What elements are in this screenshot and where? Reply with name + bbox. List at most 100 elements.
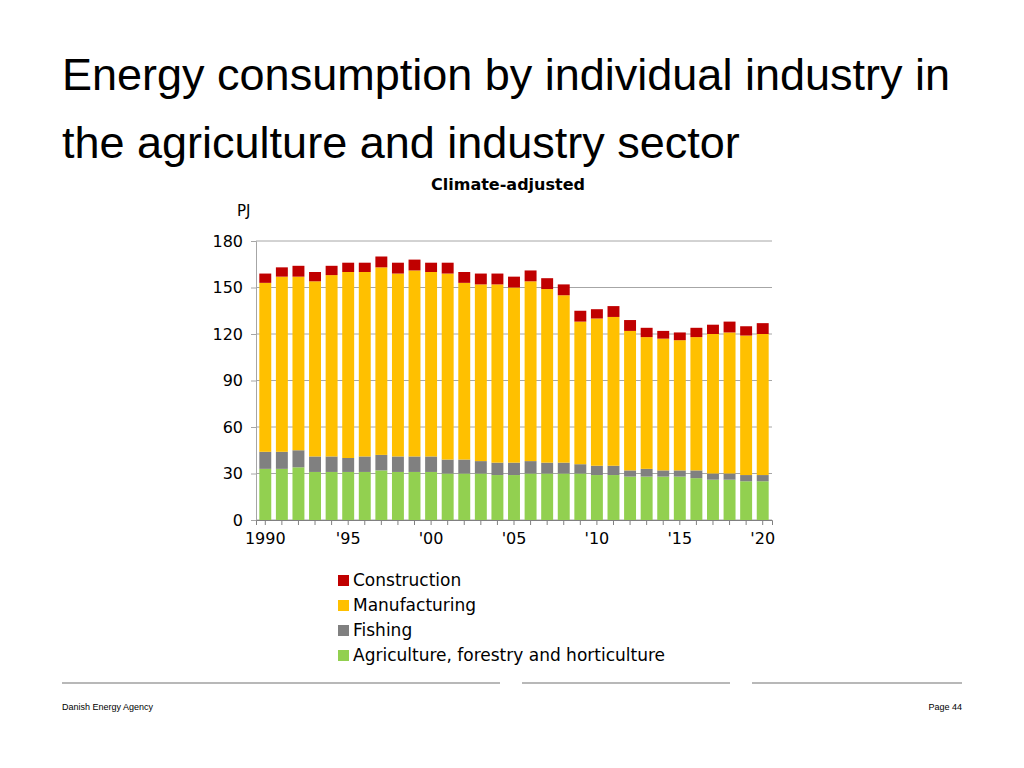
legend-swatch (338, 600, 349, 611)
bar (409, 472, 421, 520)
bar (574, 474, 586, 521)
bar (326, 266, 338, 275)
x-tick-label: '05 (502, 529, 527, 548)
bar (724, 322, 736, 333)
bar (707, 480, 719, 520)
x-tick (580, 520, 581, 525)
bar (574, 464, 586, 473)
y-tick-mark (251, 241, 256, 242)
bar (757, 334, 769, 475)
y-tick-label: 150 (212, 278, 243, 297)
bar (508, 463, 520, 475)
bar (342, 472, 354, 520)
x-tick (281, 520, 282, 525)
bar (690, 470, 702, 478)
bar (740, 475, 752, 481)
x-tick (729, 520, 730, 525)
x-tick (331, 520, 332, 525)
grid-line (256, 241, 772, 242)
series (259, 467, 768, 520)
bar (657, 477, 669, 520)
bar (442, 263, 454, 274)
bar (591, 319, 603, 466)
bar (392, 263, 404, 274)
bar (608, 306, 620, 317)
bar (292, 450, 304, 467)
bar (724, 480, 736, 520)
x-tick (315, 520, 316, 525)
x-tick-mark (265, 520, 266, 525)
bar (541, 289, 553, 463)
x-tick-mark (397, 520, 398, 525)
x-tick (364, 520, 365, 525)
x-tick (663, 520, 664, 525)
y-tick-mark (251, 334, 256, 335)
y-tick: 0 (233, 511, 256, 530)
bar (608, 466, 620, 475)
x-tick-mark (364, 520, 365, 525)
footer-rule (752, 682, 962, 684)
x-tick-label: 1990 (245, 529, 286, 548)
x-tick: '00 (419, 520, 444, 548)
bar (458, 283, 470, 460)
x-tick (381, 520, 382, 525)
bar (425, 472, 437, 520)
bar (359, 272, 371, 456)
bar (276, 469, 288, 520)
bar (707, 325, 719, 334)
bar (392, 456, 404, 472)
x-tick (414, 520, 415, 525)
bar (259, 452, 271, 469)
bar (525, 474, 537, 521)
bar (375, 257, 387, 268)
bar (624, 320, 636, 331)
grid (256, 241, 772, 520)
bar (641, 337, 653, 469)
x-tick-mark (530, 520, 531, 525)
bar (558, 463, 570, 474)
x-tick (464, 520, 465, 525)
y-tick: 150 (212, 278, 256, 297)
bar (757, 481, 769, 520)
x-tick (547, 520, 548, 525)
x-tick-mark (514, 520, 515, 525)
bar (740, 326, 752, 335)
bar (259, 469, 271, 520)
bar (442, 474, 454, 521)
y-tick: 60 (223, 418, 256, 437)
bar (690, 478, 702, 520)
x-axis-line (257, 521, 773, 526)
title: Energy consumption by individual industr… (62, 49, 950, 168)
y-tick: 30 (223, 464, 256, 483)
x-axis: 1990'95'00'05'10'15'20 (245, 520, 775, 548)
x-tick (646, 520, 647, 525)
x-tick (746, 520, 747, 525)
legend-label: Fishing (353, 620, 412, 640)
y-tick-label: 180 (212, 232, 243, 251)
y-tick: 180 (212, 232, 256, 251)
x-tick-mark (497, 520, 498, 525)
x-tick-label: '10 (585, 529, 610, 548)
bar (541, 278, 553, 289)
bar (508, 288, 520, 463)
bar (342, 272, 354, 458)
y-tick: 120 (212, 325, 256, 344)
x-tick-mark (480, 520, 481, 525)
bar (657, 331, 669, 339)
x-tick (397, 520, 398, 525)
bar (442, 274, 454, 460)
series (259, 257, 768, 341)
bar (707, 474, 719, 480)
bar (591, 475, 603, 520)
legend: ConstructionManufacturingFishingAgricult… (338, 570, 665, 665)
x-tick-label: '95 (336, 529, 361, 548)
x-tick (298, 520, 299, 525)
x-tick-mark (762, 520, 763, 525)
bar (309, 272, 321, 281)
bar (690, 328, 702, 337)
bar (757, 323, 769, 334)
footer-rule (62, 682, 500, 684)
bar (608, 317, 620, 466)
slide: Energy consumption by individual industr… (0, 0, 1024, 768)
footer-source: Danish Energy Agency (62, 702, 154, 712)
